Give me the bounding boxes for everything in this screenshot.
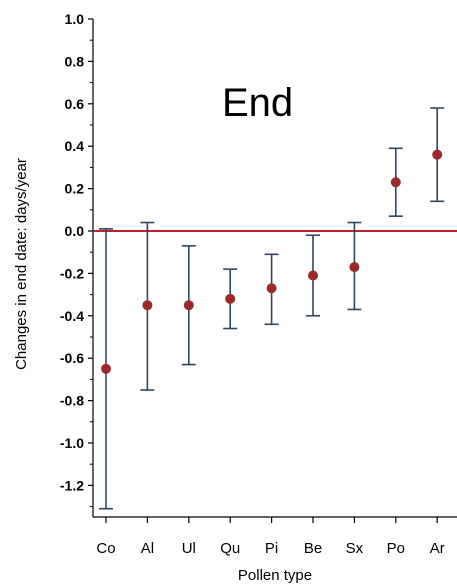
data-point-ar — [432, 149, 443, 160]
y-tick-label: -1.2 — [60, 477, 84, 493]
y-tick-label: 0.4 — [65, 138, 85, 154]
data-point-qu — [225, 293, 236, 304]
y-tick-label: -1.0 — [60, 435, 84, 451]
data-point-co — [101, 363, 111, 374]
data-point-ul — [183, 300, 194, 311]
data-point-be — [308, 270, 318, 281]
x-tick-label: Po — [387, 540, 405, 557]
x-tick-label: Sx — [346, 540, 364, 557]
data-point-po — [390, 177, 401, 188]
x-axis-title: Pollen type — [238, 567, 312, 584]
y-tick-label: 0.0 — [65, 223, 85, 239]
y-tick-label: -0.6 — [60, 350, 84, 366]
data-points — [101, 149, 443, 374]
data-point-al — [142, 300, 153, 311]
x-tick-label: Pi — [265, 540, 278, 557]
x-tick-label: Ul — [182, 540, 196, 557]
chart-annotation: End — [222, 81, 293, 125]
data-point-sx — [349, 262, 360, 273]
axes: 1.0 0.8 0.6 0.4 0.2 0.0 -0.2 -0.4 -0.6 -0.8 -1.0 -1… — [60, 11, 457, 557]
x-tick-label: Be — [304, 540, 322, 557]
y-tick-label: 0.6 — [65, 96, 85, 112]
labels: End Pollen type Changes in end date: day… — [13, 81, 312, 584]
data-point-pi — [266, 283, 277, 294]
x-tick-label: Co — [96, 540, 115, 557]
y-axis-title: Changes in end date: days/year — [13, 158, 30, 370]
y-tick-label: -0.2 — [60, 265, 84, 281]
x-tick-label: Ar — [430, 540, 445, 557]
x-tick-label: Qu — [220, 540, 240, 557]
y-tick-label: 0.2 — [65, 181, 85, 197]
x-tick-label: Al — [141, 540, 154, 557]
y-tick-label: -0.4 — [60, 308, 84, 324]
y-tick-label: -0.8 — [60, 393, 84, 409]
y-tick-label: 0.8 — [65, 53, 85, 69]
y-tick-label: 1.0 — [65, 11, 85, 27]
